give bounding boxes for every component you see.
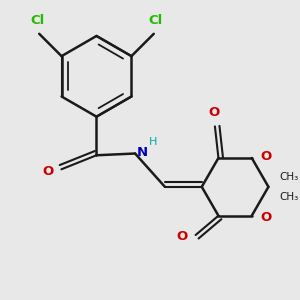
Text: H: H: [149, 137, 158, 147]
Text: O: O: [208, 106, 220, 119]
Text: O: O: [260, 150, 272, 163]
Text: Cl: Cl: [30, 14, 45, 28]
Text: N: N: [137, 146, 148, 159]
Text: O: O: [177, 230, 188, 243]
Text: Cl: Cl: [148, 14, 163, 28]
Text: O: O: [42, 165, 54, 178]
Text: CH₃: CH₃: [279, 172, 298, 182]
Text: CH₃: CH₃: [279, 192, 298, 202]
Text: O: O: [260, 211, 272, 224]
